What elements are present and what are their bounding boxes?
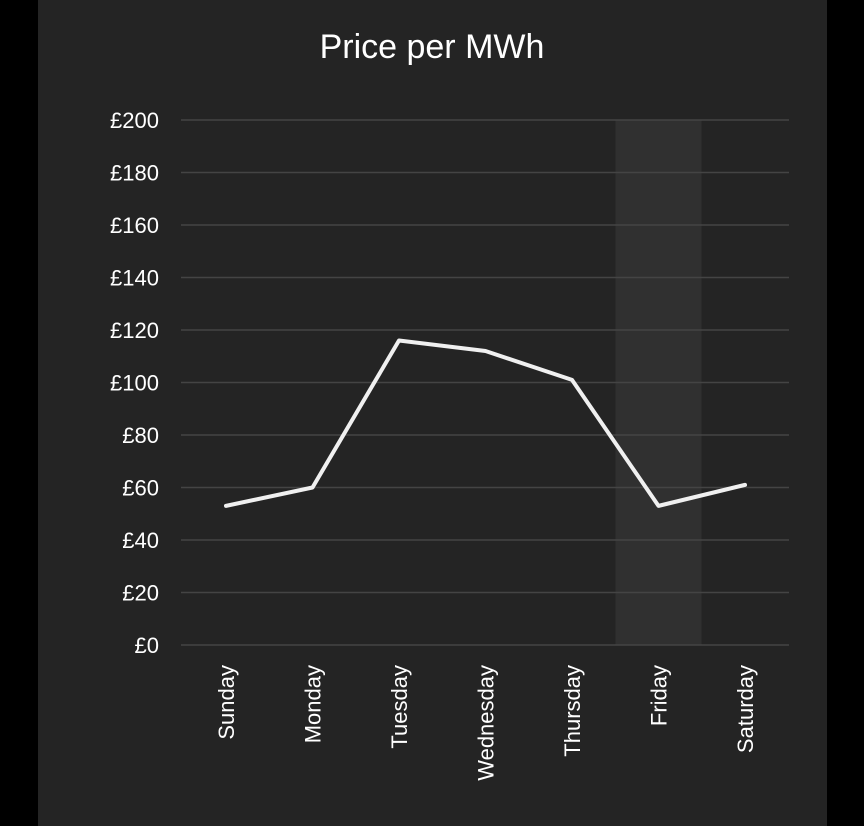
y-tick-label: £20 (122, 581, 159, 606)
y-tick-label: £100 (110, 371, 159, 396)
x-axis-ticks: Sunday Monday Tuesday Wednesday Thursday Frid… (214, 665, 758, 781)
y-tick-label: £40 (122, 528, 159, 553)
x-tick-label: Wednesday (474, 665, 499, 781)
y-axis-ticks: £0 £20 £40 £60 £80 £100 £120 £140 £160 £180 £200 (110, 108, 159, 658)
y-tick-label: £140 (110, 266, 159, 291)
y-tick-label: £120 (110, 318, 159, 343)
x-tick-label: Monday (301, 665, 326, 743)
x-tick-label: Friday (647, 665, 672, 726)
x-tick-label: Thursday (560, 665, 585, 757)
x-tick-label: Sunday (214, 665, 239, 740)
series-line (224, 338, 747, 508)
y-tick-label: £160 (110, 213, 159, 238)
chart-title: Price per MWh (320, 28, 545, 66)
y-tick-label: £80 (122, 423, 159, 448)
y-tick-label: £60 (122, 476, 159, 501)
y-tick-label: £200 (110, 108, 159, 133)
y-tick-label: £180 (110, 161, 159, 186)
x-tick-label: Saturday (733, 665, 758, 753)
gridlines (181, 119, 789, 646)
y-tick-label: £0 (135, 633, 159, 658)
x-tick-label: Tuesday (387, 665, 412, 749)
